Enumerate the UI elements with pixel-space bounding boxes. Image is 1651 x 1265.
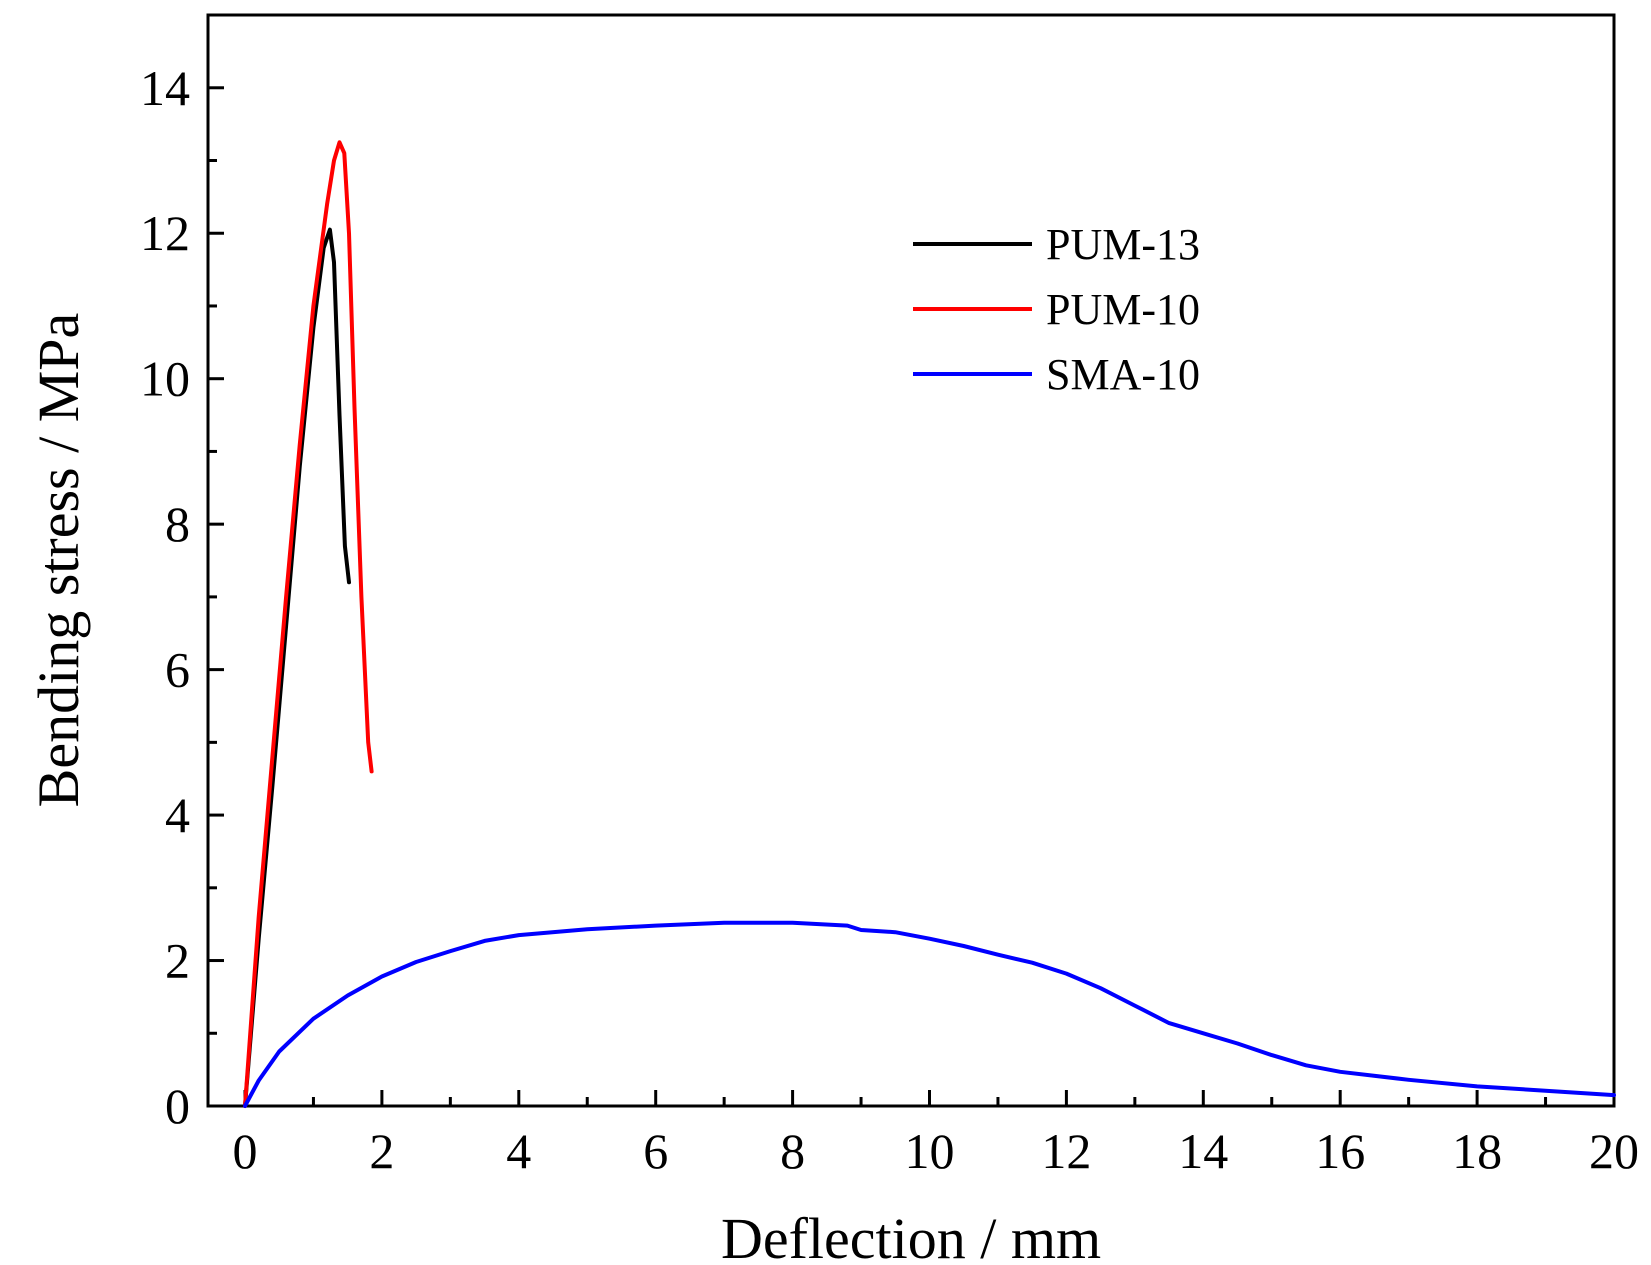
y-axis-title: Bending stress / MPa [26,313,91,808]
y-tick-label: 0 [165,1078,190,1134]
plot-frame [206,13,1616,1108]
y-tick-label: 8 [165,496,190,552]
x-tick-label: 18 [1452,1123,1502,1179]
x-tick-label: 14 [1178,1123,1228,1179]
y-tick-label: 10 [140,351,190,407]
legend: PUM-13 PUM-10 SMA-10 [913,220,1200,399]
y-axis-ticks: 0 2 4 6 8 10 12 14 [140,60,224,1134]
x-tick-label: 2 [369,1123,394,1179]
x-tick-label: 4 [506,1123,531,1179]
x-tick-label: 20 [1589,1123,1639,1179]
y-tick-label: 2 [165,933,190,989]
series-line-pum-10 [243,140,374,1108]
y-tick-label: 14 [140,60,190,116]
legend-label-pum-13: PUM-13 [1046,220,1200,269]
y-tick-label: 4 [165,787,190,843]
series-line-sma-10 [243,920,1616,1108]
x-axis-title: Deflection / mm [721,1206,1101,1265]
x-axis-ticks: 0 2 4 6 8 10 12 14 16 18 20 [233,1090,1639,1179]
x-tick-label: 0 [233,1123,258,1179]
legend-label-pum-10: PUM-10 [1046,285,1200,334]
x-tick-label: 6 [643,1123,668,1179]
y-tick-label: 6 [165,642,190,698]
series-line-pum-13 [243,227,351,1108]
series-lines [243,140,1616,1108]
y-tick-label: 12 [140,205,190,261]
x-tick-label: 10 [905,1123,955,1179]
x-tick-label: 16 [1315,1123,1365,1179]
legend-label-sma-10: SMA-10 [1046,350,1200,399]
x-tick-label: 8 [780,1123,805,1179]
x-tick-label: 12 [1041,1123,1091,1179]
